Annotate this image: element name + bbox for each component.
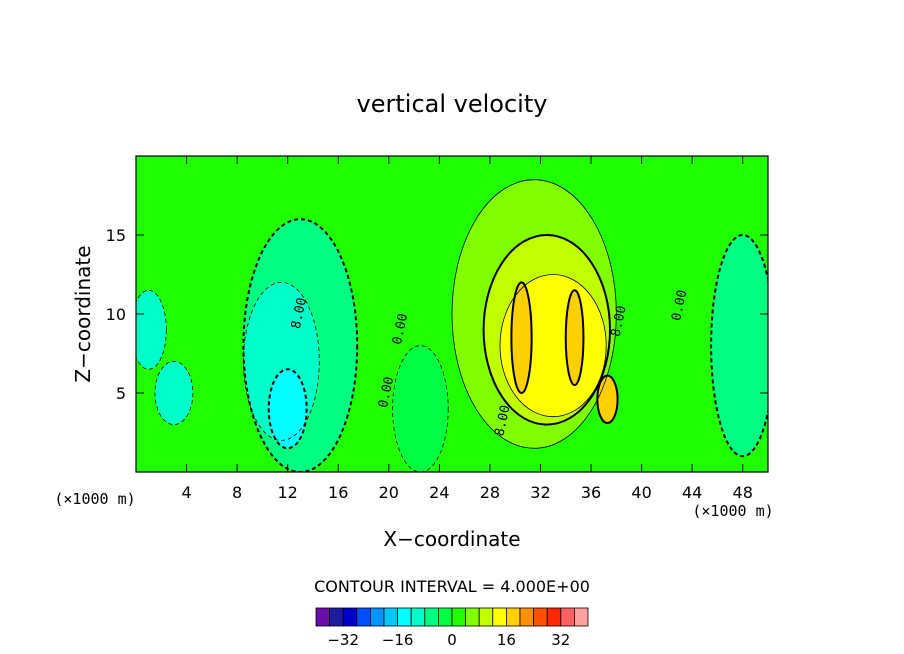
x-tick-label: 32 <box>530 483 550 502</box>
contour-label: 0.00 <box>669 288 690 322</box>
x-tick-label: 44 <box>682 483 702 502</box>
colorbar-swatch <box>383 607 399 627</box>
x-tick-label: 40 <box>631 483 651 502</box>
contour-region-6 <box>392 345 449 472</box>
colorbar-swatch <box>451 607 467 627</box>
colorbar-swatch <box>369 607 385 627</box>
colorbar-swatch <box>410 607 426 627</box>
contour-label: 8.00 <box>609 304 630 338</box>
contour-line-9 <box>499 274 607 418</box>
contour-line-5 <box>710 234 768 458</box>
x-unit-label: (×1000 m) <box>692 502 773 520</box>
contour-labels: 8.00 0.00 0.00 8.00 8.00 0.00 <box>289 288 691 437</box>
colorbar-swatch <box>533 607 548 627</box>
x-tick-label: 24 <box>429 483 449 502</box>
contour-line-7 <box>451 179 617 449</box>
x-axis-label: X−coordinate <box>383 527 520 551</box>
contour-region-4 <box>268 369 307 449</box>
colorbar-swatch <box>478 607 494 627</box>
x-tick-label: 12 <box>278 483 298 502</box>
y-unit-label: (×1000 m) <box>54 490 135 508</box>
colorbar-swatch <box>492 607 507 627</box>
chart-title: vertical velocity <box>357 90 548 118</box>
colorbar-swatch <box>574 607 589 627</box>
contour-line-1 <box>154 360 194 425</box>
x-tick-label: 8 <box>232 483 242 502</box>
colorbar-swatch <box>329 607 344 627</box>
colorbar-tick-label: 16 <box>497 631 516 649</box>
contour-region-12 <box>597 375 618 424</box>
colorbar-swatch <box>342 607 358 627</box>
contour-region-11 <box>565 290 584 386</box>
contour-region-5 <box>711 235 768 457</box>
x-tick-label: 16 <box>328 483 348 502</box>
colorbar-swatch <box>546 607 562 627</box>
x-tick-label: 28 <box>480 483 500 502</box>
y-axis: 5 10 15 <box>106 226 768 403</box>
colorbar-swatch <box>397 607 412 627</box>
contour-line-6 <box>392 345 449 472</box>
x-tick-label: 20 <box>379 483 399 502</box>
x-tick-label: 36 <box>581 483 601 502</box>
contour-label: 0.00 <box>390 312 411 346</box>
colorbar-ticks: −32 −16 0 16 32 <box>327 631 570 649</box>
colorbar-swatch <box>519 607 535 627</box>
contour-line-10 <box>510 281 533 395</box>
colorbar-tick-label: −32 <box>327 631 359 649</box>
colorbar-swatch <box>356 607 371 627</box>
contour-line-0 <box>136 289 167 370</box>
x-tick-label: 4 <box>181 483 191 502</box>
colorbar-tick-label: 0 <box>447 631 457 649</box>
contour-region-0 <box>136 290 167 370</box>
colorbar-swatch <box>465 607 480 627</box>
contour-label: 0.00 <box>376 375 397 409</box>
contour-line-12 <box>596 374 619 425</box>
contour-line-3 <box>243 281 320 441</box>
y-tick-label: 15 <box>106 226 126 245</box>
contour-label: 8.00 <box>289 296 310 330</box>
contour-region-1 <box>154 361 193 425</box>
colorbar-tick-label: −16 <box>382 631 414 649</box>
colorbar <box>315 607 589 627</box>
x-tick-label: 48 <box>733 483 753 502</box>
contour-region-10 <box>511 282 532 394</box>
colorbar-swatch <box>560 607 575 627</box>
contour-line-4 <box>267 368 308 450</box>
colorbar-swatch <box>315 607 331 627</box>
contour-lines <box>136 179 768 472</box>
contour-line-11 <box>564 289 585 387</box>
x-axis: 4 8 12 16 20 24 28 32 36 40 44 48 <box>181 156 753 502</box>
colorbar-swatch <box>424 607 439 627</box>
y-axis-label: Z−coordinate <box>71 245 95 382</box>
y-tick-label: 10 <box>106 305 126 324</box>
contour-interval-label: CONTOUR INTERVAL = 4.000E+00 <box>314 577 590 596</box>
colorbar-swatch <box>505 607 521 627</box>
contour-line-8 <box>482 233 611 426</box>
colorbar-swatch <box>437 607 453 627</box>
colorbar-tick-label: 32 <box>551 631 570 649</box>
contour-line-2 <box>242 218 359 472</box>
y-tick-label: 5 <box>116 384 126 403</box>
contour-label: 8.00 <box>492 404 513 438</box>
